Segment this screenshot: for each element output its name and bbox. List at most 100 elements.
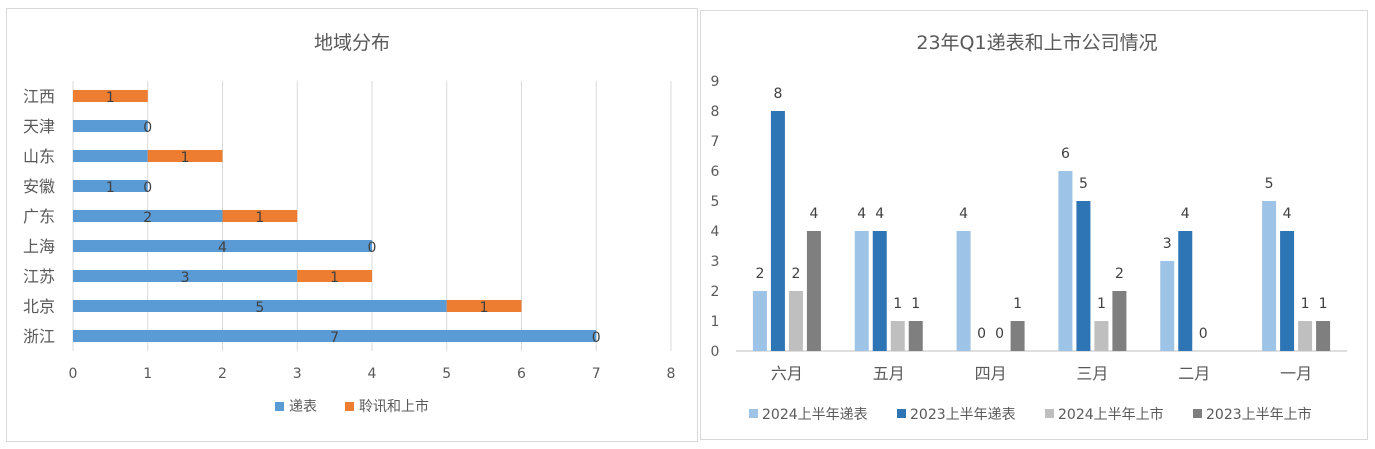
data-label: 0 [1199,326,1208,342]
data-label: 1 [330,270,339,286]
data-label: 5 [1265,176,1274,192]
bar-filed [73,210,223,222]
data-label: 0 [592,330,601,346]
category-label: 安徽 [23,177,55,196]
legend-swatch [749,409,758,418]
legend-swatch [345,402,354,411]
data-label: 6 [1061,146,1070,162]
chart-title: 地域分布 [314,32,390,54]
bar-2024上半年递表 [1160,261,1175,351]
bar-filed [73,150,148,162]
chart-title: 23年Q1递表和上市公司情况 [916,32,1157,54]
data-label: 2 [755,266,764,282]
category-label: 广东 [23,207,55,226]
data-label: 7 [330,330,339,346]
bar-2024上半年递表 [1262,201,1277,351]
data-label: 5 [255,300,264,316]
data-label: 1 [255,210,264,226]
legend-label: 2024上半年上市 [1058,406,1164,423]
bar-2023上半年递表 [770,111,785,351]
bar-2023上半年上市 [1010,321,1025,351]
bar-2024上半年上市 [1094,321,1109,351]
data-label: 4 [1283,206,1292,222]
bar-2023上半年上市 [908,321,923,351]
x-tick-label: 5 [442,366,451,382]
bar-2024上半年上市 [1298,321,1313,351]
category-label: 四月 [975,364,1007,383]
data-label: 3 [181,270,190,286]
bar-filed [73,270,298,282]
category-label: 一月 [1280,364,1312,383]
y-tick-label: 9 [711,74,720,90]
legend-label: 递表 [289,399,317,415]
x-tick-label: 1 [143,366,152,382]
bar-filed [73,300,447,312]
legend-swatch [275,402,284,411]
bar-2024上半年递表 [752,291,767,351]
bar-2023上半年上市 [806,231,821,351]
region-distribution-chart: 地域分布 0 1 2 3 4 5 6 7 8 江西 1 天津 0 山东 1 安徽 1 0 广东 2 1 上海 4 0 江苏 3 1 北京… [23,32,676,415]
y-tick-label: 2 [711,284,720,300]
data-label: 3 [1163,236,1172,252]
bar-2023上半年上市 [1316,321,1331,351]
x-tick-label: 8 [667,366,676,382]
bar-2024上半年递表 [854,231,869,351]
data-label: 1 [106,180,115,196]
bar-hearing-listed [73,90,148,102]
data-label: 4 [857,206,866,222]
bar-2024上半年递表 [1058,171,1073,351]
x-tick-label: 6 [517,366,526,382]
data-label: 1 [480,300,489,316]
legend-swatch [1193,409,1202,418]
data-label: 1 [1301,296,1310,312]
y-tick-label: 8 [711,104,720,120]
bar-filed [73,330,597,342]
bar-2024上半年上市 [788,291,803,351]
legend-label: 2023上半年上市 [1206,406,1312,423]
data-label: 2 [791,266,800,282]
bar-2023上半年递表 [1076,201,1091,351]
x-tick-label: 0 [69,366,78,382]
bar-2024上半年上市 [890,321,905,351]
data-label: 4 [1181,206,1190,222]
x-tick-label: 2 [218,366,227,382]
data-label: 4 [218,240,227,256]
x-tick-label: 4 [368,366,377,382]
data-label: 4 [959,206,968,222]
data-label: 5 [1079,176,1088,192]
bar-hearing-listed [222,210,298,222]
data-label: 4 [809,206,818,222]
bar-2023上半年上市 [1112,291,1127,351]
data-label: 1 [911,296,920,312]
bar-hearing-listed [297,270,372,282]
legend-swatch [1045,409,1054,418]
data-label: 1 [1013,296,1022,312]
data-label: 0 [977,326,986,342]
monthly-listing-panel: 23年Q1递表和上市公司情况 0 1 2 3 4 5 6 7 8 9 六月 2 8 2 4 五月 4 4 1 1 四月 4 0… [700,10,1368,440]
category-label: 江苏 [23,267,55,286]
legend-label: 聆讯和上市 [359,398,429,415]
data-label: 1 [1319,296,1328,312]
bar-hearing-listed [147,150,223,162]
region-distribution-panel: 地域分布 0 1 2 3 4 5 6 7 8 江西 1 天津 0 山东 1 安徽 1 0 广东 2 1 上海 4 0 江苏 3 1 北京… [6,8,698,442]
data-label: 0 [368,240,377,256]
data-label: 1 [106,90,115,106]
y-tick-label: 5 [711,194,720,210]
y-tick-label: 3 [711,254,720,270]
category-label: 二月 [1178,364,1210,383]
x-tick-label: 3 [293,366,302,382]
data-label: 0 [143,180,152,196]
category-label: 江西 [23,87,55,106]
legend-label: 2024上半年递表 [762,407,868,423]
category-label: 浙江 [23,327,55,346]
category-label: 六月 [771,364,803,383]
data-label: 0 [143,120,152,136]
data-label: 1 [181,150,190,166]
y-tick-label: 4 [711,224,720,240]
bar-2023上半年递表 [1280,231,1295,351]
category-label: 上海 [23,237,55,256]
data-label: 1 [1097,296,1106,312]
data-label: 8 [773,86,782,102]
y-tick-label: 6 [711,164,720,180]
